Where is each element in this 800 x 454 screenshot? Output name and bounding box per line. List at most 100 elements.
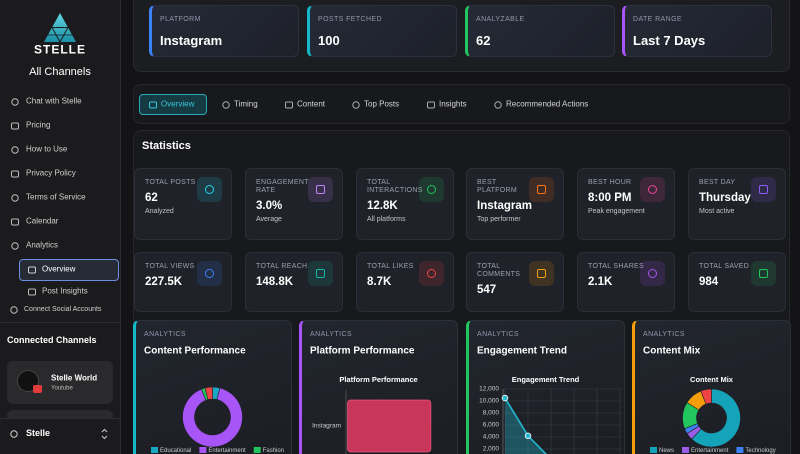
stat-icon-glyph xyxy=(205,185,214,194)
tab[interactable]: Overview xyxy=(161,99,195,109)
stat-value: 2.1K xyxy=(588,276,613,288)
stat-icon-glyph xyxy=(427,185,436,194)
chart-label: ANALYTICS xyxy=(310,331,352,339)
stat-icon-glyph xyxy=(537,269,546,278)
stat-card: BEST DAY Thursday Most active xyxy=(688,168,786,240)
stat-label: TOTAL LIKES xyxy=(367,263,414,270)
nav-item[interactable]: How to Use xyxy=(26,144,68,154)
stat-card: BEST HOUR 8:00 PM Peak engagement xyxy=(577,168,675,240)
nav-item[interactable]: Calendar xyxy=(26,216,59,226)
stat-icon-glyph xyxy=(316,269,325,278)
stat-card: TOTAL COMMENTS 547 xyxy=(466,252,564,312)
user-name[interactable]: Stelle xyxy=(26,428,51,439)
stat-icon xyxy=(419,177,444,202)
summary-value: 62 xyxy=(476,32,491,48)
stat-value: 148.8K xyxy=(256,276,294,288)
summary-card: PLATFORM Instagram xyxy=(149,5,299,57)
stat-icon-glyph xyxy=(316,185,325,194)
stat-icon-glyph xyxy=(759,269,768,278)
stat-card: TOTAL VIEWS 227.5K xyxy=(134,252,232,312)
stat-card: TOTAL SAVED 984 xyxy=(688,252,786,312)
channel-card[interactable]: Stelle World Youtube xyxy=(7,361,113,404)
tab[interactable]: Recommended Actions xyxy=(506,99,589,109)
stat-value: 8:00 PM xyxy=(588,192,632,204)
summary-label: DATE RANGE xyxy=(633,16,682,24)
summary-value: 100 xyxy=(318,32,340,48)
nav-subitem[interactable]: Overview xyxy=(42,264,76,274)
stat-label: BEST HOUR xyxy=(588,179,632,186)
summary-label: PLATFORM xyxy=(160,16,201,24)
channel-name: Stelle World xyxy=(51,373,98,383)
tab[interactable]: Content xyxy=(297,99,326,109)
stat-card: TOTAL LIKES 8.7K xyxy=(356,252,454,312)
chart-card xyxy=(299,320,458,454)
summary-label: POSTS FETCHED xyxy=(318,16,382,24)
stat-label: TOTAL POSTS xyxy=(145,179,196,186)
nav-item[interactable]: Privacy Policy xyxy=(26,168,76,178)
tab[interactable]: Insights xyxy=(439,99,467,109)
stat-note: Analyzed xyxy=(145,208,174,215)
stat-label: BEST PLATFORM xyxy=(477,179,517,194)
summary-label: ANALYZABLE xyxy=(476,16,525,24)
stat-card: TOTAL INTERACTIONS 12.8K All platforms xyxy=(356,168,454,240)
channel-platform: Youtube xyxy=(51,385,73,392)
stat-icon xyxy=(640,177,665,202)
stat-icon xyxy=(197,261,222,286)
stat-card: TOTAL SHARES 2.1K xyxy=(577,252,675,312)
scope: All Channels xyxy=(29,65,91,78)
stat-value: 3.0% xyxy=(256,200,283,212)
stat-card: TOTAL REACH 148.8K xyxy=(245,252,343,312)
stat-card: ENGAGEMENT RATE 3.0% Average xyxy=(245,168,343,240)
brand: STELLE xyxy=(33,42,86,57)
chart-card xyxy=(133,320,292,454)
stat-value: 62 xyxy=(145,192,158,204)
nav-subitem[interactable]: Post Insights xyxy=(42,286,88,296)
nav-item[interactable]: Terms of Service xyxy=(26,192,86,202)
summary-value: Last 7 Days xyxy=(633,32,706,48)
stat-label: BEST DAY xyxy=(699,179,736,186)
divider xyxy=(0,322,120,323)
nav-item[interactable]: Connect Social Accounts xyxy=(24,306,102,314)
stat-note: All platforms xyxy=(367,216,406,223)
nav-item[interactable]: Pricing xyxy=(26,120,51,130)
stat-value: Thursday xyxy=(699,192,751,204)
stat-value: 8.7K xyxy=(367,276,392,288)
stat-note: Most active xyxy=(699,208,735,215)
tab-active xyxy=(139,94,207,115)
stat-icon xyxy=(529,261,554,286)
stat-icon xyxy=(751,261,776,286)
stat-icon xyxy=(419,261,444,286)
chart-title: Platform Performance xyxy=(310,345,415,357)
stat-value: 984 xyxy=(699,276,719,288)
stat-label: TOTAL COMMENTS xyxy=(477,263,521,278)
stat-icon xyxy=(640,261,665,286)
stat-icon-glyph xyxy=(537,185,546,194)
tab[interactable]: Top Posts xyxy=(364,99,400,109)
stat-icon xyxy=(308,261,333,286)
stat-note: Top performer xyxy=(477,216,521,223)
chart-label: ANALYTICS xyxy=(477,331,519,339)
stat-icon xyxy=(751,177,776,202)
stat-value: 227.5K xyxy=(145,276,183,288)
user-bar xyxy=(0,418,120,454)
nav-item[interactable]: Analytics xyxy=(26,240,59,250)
chart-card xyxy=(466,320,625,454)
section-title: Connected Channels xyxy=(7,335,97,346)
chart-label: ANALYTICS xyxy=(144,331,186,339)
stat-icon-glyph xyxy=(427,269,436,278)
stat-icon xyxy=(197,177,222,202)
stat-label: TOTAL SAVED xyxy=(699,263,750,270)
stat-icon-glyph xyxy=(205,269,214,278)
tab[interactable]: Timing xyxy=(234,99,258,109)
stat-card: TOTAL POSTS 62 Analyzed xyxy=(134,168,232,240)
stat-label: TOTAL INTERACTIONS xyxy=(367,179,423,194)
nav-item[interactable]: Chat with Stelle xyxy=(26,96,82,106)
summary-card: POSTS FETCHED 100 xyxy=(307,5,457,57)
stat-note: Peak engagement xyxy=(588,208,645,215)
summary-card: DATE RANGE Last 7 Days xyxy=(622,5,772,57)
stat-icon-glyph xyxy=(759,185,768,194)
tabs-panel xyxy=(133,84,790,124)
stat-value: 547 xyxy=(477,284,497,296)
nav-active xyxy=(19,259,119,281)
stat-value: 12.8K xyxy=(367,200,398,212)
